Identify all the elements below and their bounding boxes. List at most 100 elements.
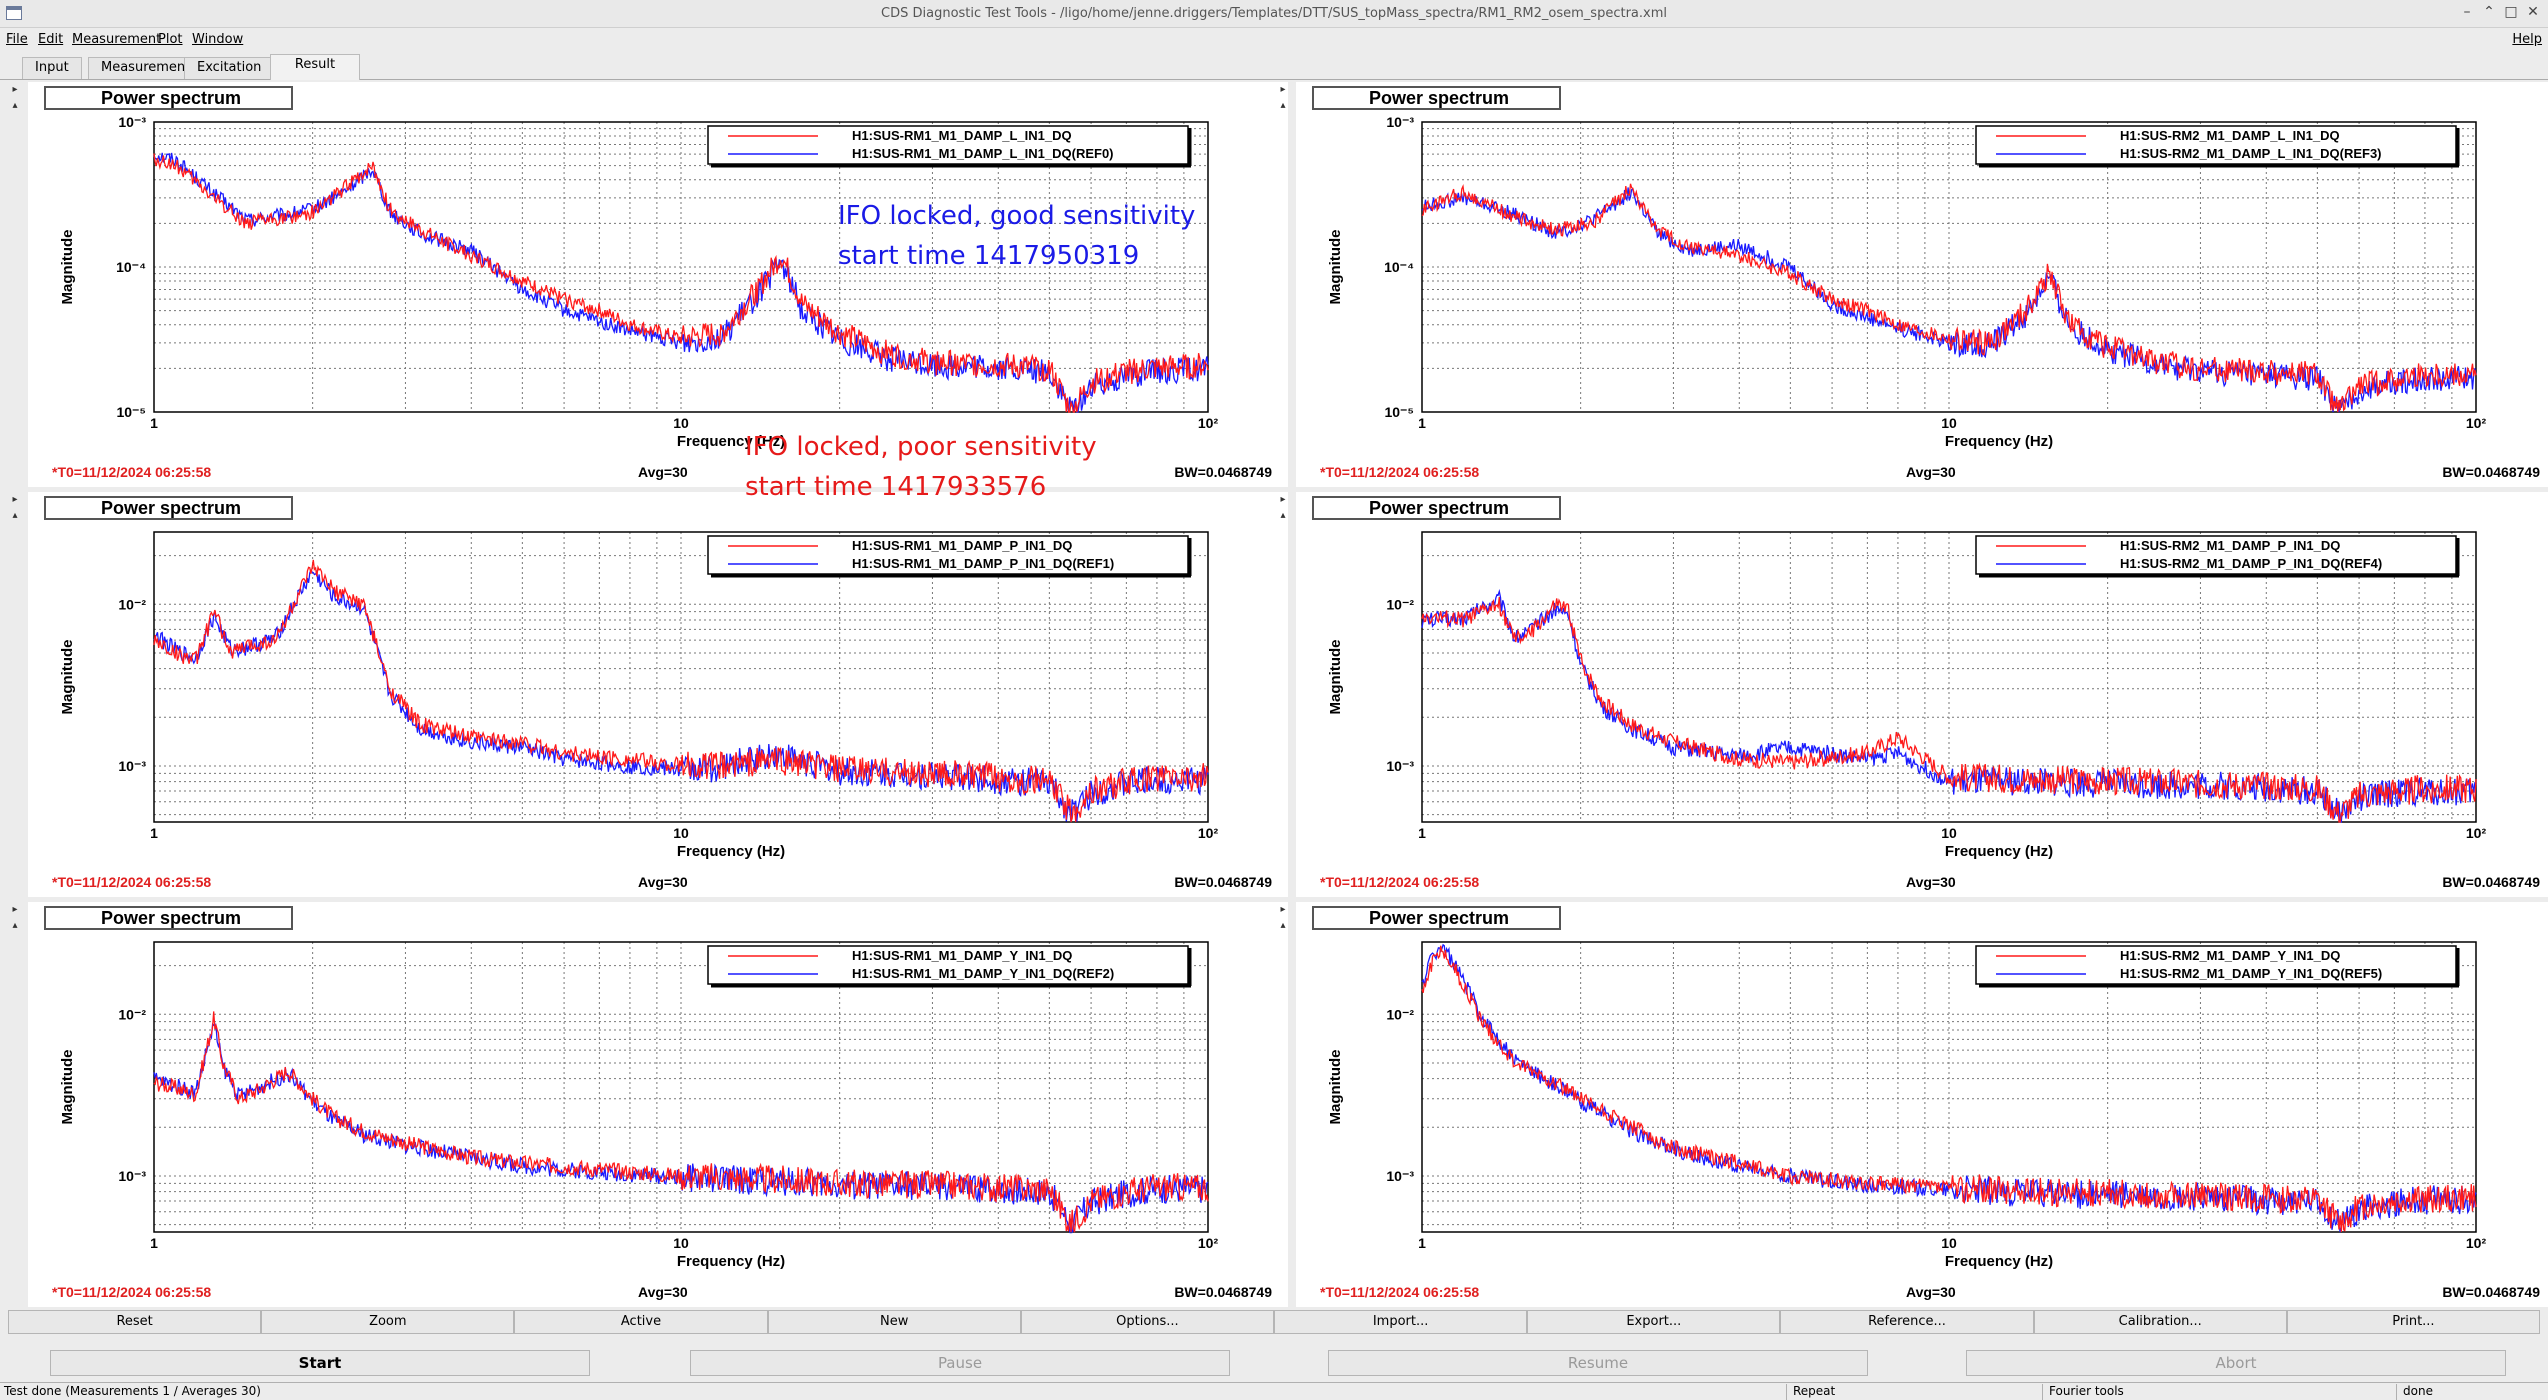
expand-arrow-icon[interactable]: ▸: [12, 904, 18, 915]
legend: H1:SUS-RM2_M1_DAMP_P_IN1_DQ H1:SUS-RM2_M1…: [1975, 535, 2460, 578]
y-tick-label: 10⁻³: [1386, 758, 1414, 774]
panel-scroll-arrows[interactable]: ▸ ▴: [8, 902, 22, 934]
import-button[interactable]: Import...: [1274, 1310, 1528, 1334]
collapse-arrow-icon[interactable]: ▴: [12, 510, 18, 521]
panel-scroll-arrows[interactable]: ▸ ▴: [8, 82, 22, 114]
graph-title: Power spectrum: [44, 86, 294, 110]
annotation-poor-sensitivity: IFO locked, poor sensitivity start time …: [745, 432, 1097, 502]
reference-button[interactable]: Reference...: [1780, 1310, 2034, 1334]
shade-icon[interactable]: ⌃: [2483, 4, 2495, 20]
spectrum-plot[interactable]: Magnitude Frequency (Hz) 1 10 10² 10⁻³ 10⁻⁴ 10⁻…: [1296, 82, 2548, 462]
legend: H1:SUS-RM2_M1_DAMP_L_IN1_DQ H1:SUS-RM2_M1…: [1975, 125, 2460, 168]
calibration-button[interactable]: Calibration...: [2033, 1310, 2287, 1334]
start-time-label: *T0=11/12/2024 06:25:58: [1320, 1284, 1480, 1300]
start-time-label: *T0=11/12/2024 06:25:58: [52, 1284, 212, 1300]
tab-input[interactable]: Input: [22, 57, 82, 79]
legend: H1:SUS-RM1_M1_DAMP_Y_IN1_DQ H1:SUS-RM1_M1…: [707, 945, 1192, 988]
spectrum-plot[interactable]: Magnitude Frequency (Hz) 1 10 10² 10⁻³ 10⁻⁴ 10⁻…: [28, 82, 1288, 462]
menu-window[interactable]: Window: [192, 32, 244, 47]
plot-panel-0[interactable]: Magnitude Frequency (Hz) 1 10 10² 10⁻³ 10⁻⁴ 10⁻…: [28, 82, 1288, 487]
print-button[interactable]: Print...: [2286, 1310, 2541, 1334]
new-button[interactable]: New: [767, 1310, 1021, 1334]
collapse-arrow-icon[interactable]: ▴: [1280, 920, 1286, 931]
x-axis-label: Frequency (Hz): [677, 433, 785, 450]
window-title: CDS Diagnostic Test Tools - /ligo/home/j…: [881, 6, 1667, 21]
panel-scroll-arrows[interactable]: ▸ ▴: [8, 492, 22, 524]
plot-panel-1[interactable]: Magnitude Frequency (Hz) 1 10 10² 10⁻³ 10⁻⁴ 10⁻…: [1296, 82, 2548, 487]
minimize-icon[interactable]: –: [2463, 4, 2471, 20]
expand-arrow-icon[interactable]: ▸: [1280, 904, 1286, 915]
tab-bar: Input Measurement Excitation Result: [0, 54, 2548, 80]
x-tick-label: 10²: [1198, 825, 1219, 841]
panel-scroll-arrows[interactable]: ▸ ▴: [1276, 902, 1290, 934]
expand-arrow-icon[interactable]: ▸: [1280, 84, 1286, 95]
legend-entry-0: H1:SUS-RM2_M1_DAMP_P_IN1_DQ: [2120, 538, 2340, 553]
plot-frame: [153, 121, 1209, 413]
abort-button[interactable]: Abort: [1966, 1350, 2506, 1376]
panel-scroll-arrows[interactable]: ▸ ▴: [1276, 82, 1290, 114]
x-axis-label: Frequency (Hz): [1945, 433, 2053, 450]
menu-measurement[interactable]: Measurement: [72, 32, 162, 47]
y-tick-label: 10⁻³: [118, 114, 146, 130]
averages-label: Avg=30: [638, 464, 688, 480]
bandwidth-label: BW=0.0468749: [2442, 464, 2540, 480]
plot-button-row: Reset Zoom Active New Options... Import.…: [8, 1310, 2541, 1334]
collapse-arrow-icon[interactable]: ▴: [12, 100, 18, 111]
bandwidth-label: BW=0.0468749: [1174, 1284, 1272, 1300]
x-tick-label: 10²: [1198, 1235, 1219, 1251]
collapse-arrow-icon[interactable]: ▴: [1280, 100, 1286, 111]
spectrum-plot[interactable]: Magnitude Frequency (Hz) 1 10 10² 10⁻² 10⁻³ H1:…: [1296, 492, 2548, 872]
y-tick-label: 10⁻²: [118, 1006, 146, 1022]
zoom-button[interactable]: Zoom: [261, 1310, 515, 1334]
start-button[interactable]: Start: [50, 1350, 590, 1376]
options-button[interactable]: Options...: [1020, 1310, 1275, 1334]
active-button[interactable]: Active: [514, 1310, 768, 1334]
x-tick-label: 1: [150, 1235, 158, 1251]
y-tick-label: 10⁻⁴: [116, 259, 146, 275]
legend-entry-1: H1:SUS-RM2_M1_DAMP_L_IN1_DQ(REF3): [2120, 146, 2382, 161]
bandwidth-label: BW=0.0468749: [1174, 464, 1272, 480]
y-tick-label: 10⁻³: [118, 758, 146, 774]
export-button[interactable]: Export...: [1527, 1310, 1781, 1334]
graph-title: Power spectrum: [1312, 906, 1562, 930]
expand-arrow-icon[interactable]: ▸: [12, 494, 18, 505]
averages-label: Avg=30: [1906, 464, 1956, 480]
title-bar: CDS Diagnostic Test Tools - /ligo/home/j…: [0, 0, 2548, 28]
menu-file[interactable]: File: [6, 32, 28, 47]
reset-button[interactable]: Reset: [8, 1310, 262, 1334]
spectrum-plot[interactable]: Magnitude Frequency (Hz) 1 10 10² 10⁻² 10⁻³ H1:…: [28, 492, 1288, 872]
resume-button[interactable]: Resume: [1328, 1350, 1868, 1376]
x-tick-label: 1: [1418, 415, 1426, 431]
plot-panel-2[interactable]: Magnitude Frequency (Hz) 1 10 10² 10⁻² 10⁻³ H1:…: [28, 492, 1288, 897]
menu-edit[interactable]: Edit: [38, 32, 64, 47]
run-button-row: Start Pause Resume Abort: [0, 1350, 2548, 1376]
x-tick-label: 10: [1941, 415, 1957, 431]
legend-entry-1: H1:SUS-RM1_M1_DAMP_L_IN1_DQ(REF0): [852, 146, 1114, 161]
series-line-0: [153, 153, 1209, 413]
spectrum-plot[interactable]: Magnitude Frequency (Hz) 1 10 10² 10⁻² 10⁻³ H1:…: [28, 902, 1288, 1282]
x-tick-label: 10²: [1198, 415, 1219, 431]
legend-entry-1: H1:SUS-RM1_M1_DAMP_P_IN1_DQ(REF1): [852, 556, 1114, 571]
x-tick-label: 1: [150, 825, 158, 841]
menu-help[interactable]: Help: [2512, 32, 2542, 47]
menu-plot[interactable]: Plot: [158, 32, 183, 47]
tab-excitation[interactable]: Excitation: [184, 57, 275, 79]
menu-bar: File Edit Measurement Plot Window Help: [0, 29, 2548, 51]
expand-arrow-icon[interactable]: ▸: [1280, 494, 1286, 505]
collapse-arrow-icon[interactable]: ▴: [12, 920, 18, 931]
maximize-icon[interactable]: □: [2504, 4, 2518, 20]
plot-panel-4[interactable]: Magnitude Frequency (Hz) 1 10 10² 10⁻² 10⁻³ H1:…: [28, 902, 1288, 1307]
collapse-arrow-icon[interactable]: ▴: [1280, 510, 1286, 521]
panel-scroll-arrows[interactable]: ▸ ▴: [1276, 492, 1290, 524]
spectrum-plot[interactable]: Magnitude Frequency (Hz) 1 10 10² 10⁻² 10⁻³ H1:…: [1296, 902, 2548, 1282]
pause-button[interactable]: Pause: [690, 1350, 1230, 1376]
expand-arrow-icon[interactable]: ▸: [12, 84, 18, 95]
legend: H1:SUS-RM1_M1_DAMP_L_IN1_DQ H1:SUS-RM1_M1…: [707, 125, 1192, 168]
tab-measurement[interactable]: Measurement: [88, 57, 204, 79]
x-tick-label: 10: [673, 825, 689, 841]
plot-panel-5[interactable]: Magnitude Frequency (Hz) 1 10 10² 10⁻² 10⁻³ H1:…: [1296, 902, 2548, 1307]
tab-result[interactable]: Result: [270, 54, 360, 80]
plot-panel-3[interactable]: Magnitude Frequency (Hz) 1 10 10² 10⁻² 10⁻³ H1:…: [1296, 492, 2548, 897]
status-repeat: Repeat: [1786, 1384, 1835, 1400]
close-icon[interactable]: ✕: [2527, 4, 2539, 20]
